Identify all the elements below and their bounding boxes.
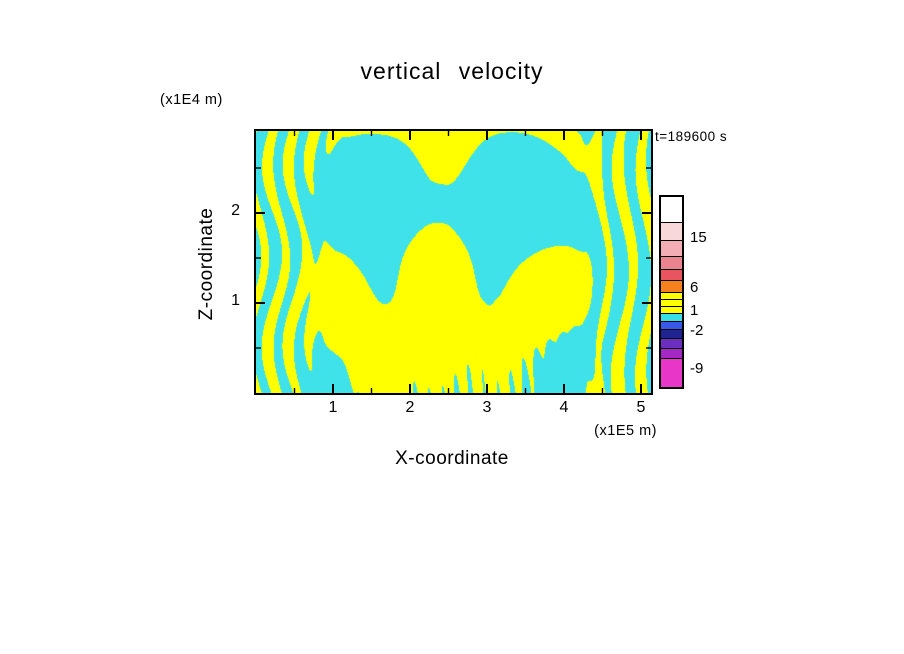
colorbar-segment xyxy=(661,257,682,270)
colorbar-segment xyxy=(661,281,682,293)
velocity-field-canvas xyxy=(256,131,651,393)
colorbar-tick-label: 15 xyxy=(690,229,707,246)
colorbar-tick-label: -9 xyxy=(690,360,704,377)
x-tick-label: 3 xyxy=(482,399,492,416)
colorbar-tick-label: 1 xyxy=(690,302,699,319)
plot-area xyxy=(254,129,653,395)
x-axis-title: X-coordinate xyxy=(395,448,509,469)
colorbar-segment xyxy=(661,300,682,307)
colorbar-segment xyxy=(661,330,682,339)
x-tick-label: 5 xyxy=(636,399,646,416)
colorbar-segment xyxy=(661,339,682,349)
colorbar-segment xyxy=(661,359,682,387)
axis-tick-marks xyxy=(256,131,651,393)
colorbar-segment xyxy=(661,197,682,223)
x-tick-label: 4 xyxy=(559,399,569,416)
colorbar-segment xyxy=(661,293,682,300)
time-annotation: t=189600 s xyxy=(655,129,728,144)
x-tick-label: 1 xyxy=(328,399,338,416)
z-tick-label: 2 xyxy=(231,202,240,219)
x-tick-label: 2 xyxy=(405,399,415,416)
colorbar-segment xyxy=(661,241,682,257)
colorbar-segment xyxy=(661,223,682,241)
colorbar xyxy=(659,195,684,389)
x-axis-units-label: (x1E5 m) xyxy=(594,423,657,439)
colorbar-segment xyxy=(661,314,682,322)
colorbar-segment xyxy=(661,349,682,359)
z-tick-label: 1 xyxy=(231,292,240,309)
colorbar-tick-label: 6 xyxy=(690,279,699,296)
colorbar-segment xyxy=(661,322,682,330)
colorbar-tick-label: -2 xyxy=(690,322,704,339)
colorbar-segment xyxy=(661,270,682,281)
figure-title: vertical velocity xyxy=(360,58,544,84)
colorbar-segment xyxy=(661,307,682,314)
z-axis-units-label: (x1E4 m) xyxy=(160,92,223,108)
